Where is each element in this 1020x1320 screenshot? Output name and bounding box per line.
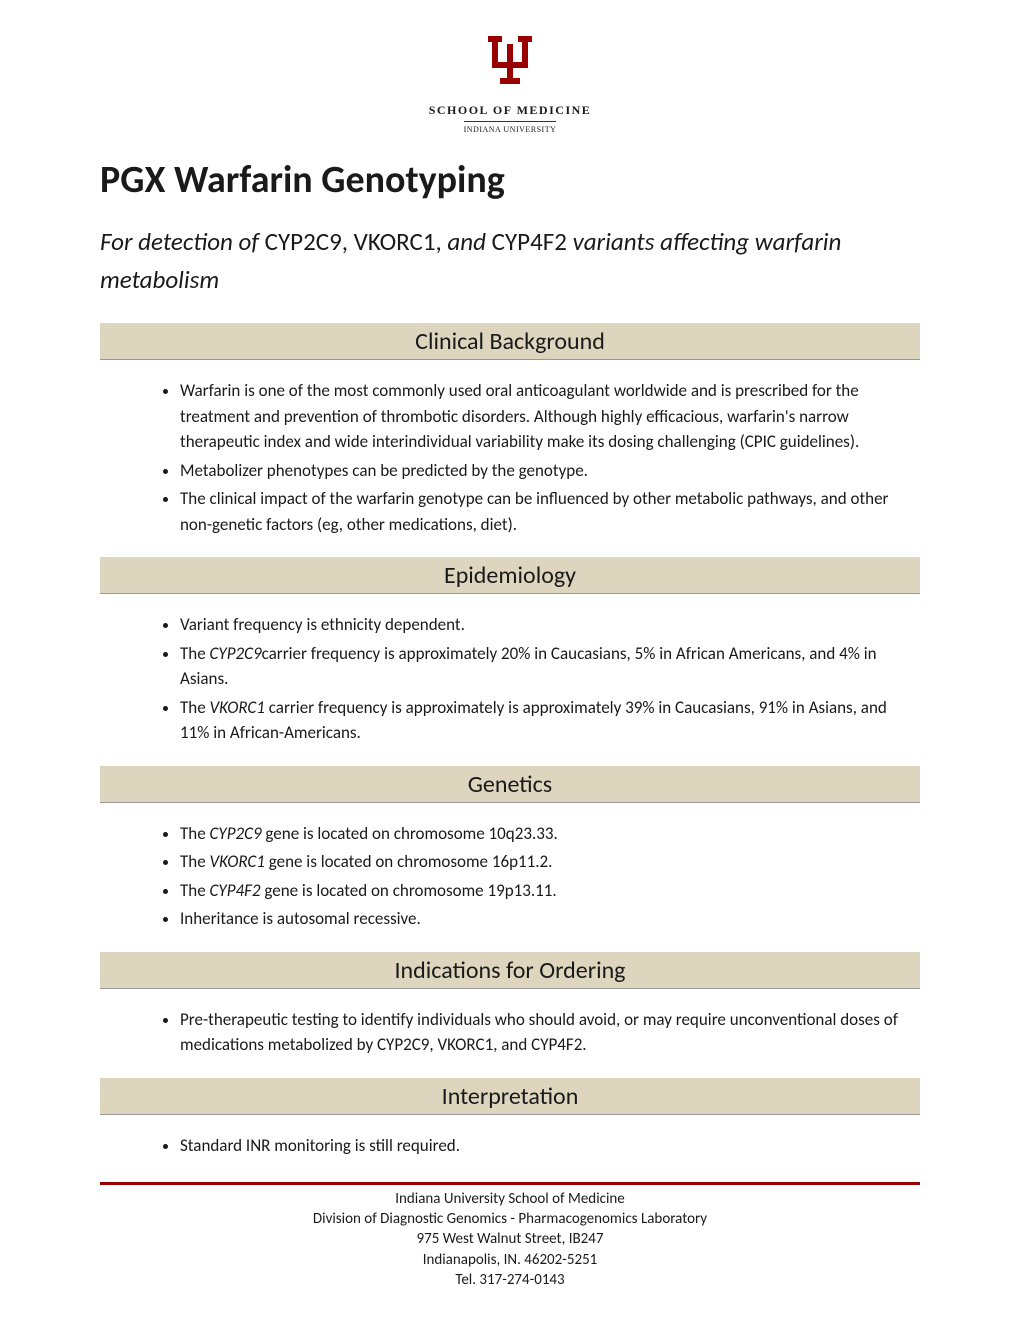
page-title: PGX Warfarin Genotyping [100, 157, 920, 203]
heading-clinical-background: Clinical Background [100, 323, 920, 360]
list-interpretation: Standard INR monitoring is still require… [100, 1133, 920, 1159]
gene-name: CYP2C9 [210, 643, 262, 664]
gene-name: VKORC1 [210, 697, 265, 718]
text: The [180, 643, 210, 664]
gene-name: CYP4F2 [210, 880, 261, 901]
list-item: Inheritance is autosomal recessive. [180, 906, 900, 932]
list-item: The CYP2C9carrier frequency is approxima… [180, 641, 900, 692]
text: gene is located on chromosome 16p11.2. [265, 851, 553, 872]
list-genetics: The CYP2C9 gene is located on chromosome… [100, 821, 920, 932]
logo-sub-text: INDIANA UNIVERSITY [464, 121, 557, 134]
footer: Indiana University School of Medicine Di… [100, 1182, 920, 1290]
list-item: Pre-therapeutic testing to identify indi… [180, 1007, 900, 1058]
list-item: The clinical impact of the warfarin geno… [180, 486, 900, 537]
text: The [180, 851, 210, 872]
subtitle: For detection of CYP2C9, VKORC1, and CYP… [100, 223, 920, 298]
list-item: Variant frequency is ethnicity dependent… [180, 612, 900, 638]
list-item: The CYP2C9 gene is located on chromosome… [180, 821, 900, 847]
subtitle-gene2: CYP4F2 [492, 226, 573, 257]
footer-line: Division of Diagnostic Genomics - Pharma… [100, 1209, 920, 1229]
list-epidemiology: Variant frequency is ethnicity dependent… [100, 612, 920, 746]
list-item: The VKORC1 gene is located on chromosome… [180, 849, 900, 875]
footer-line: Indianapolis, IN. 46202-5251 [100, 1250, 920, 1270]
text: The [180, 880, 210, 901]
heading-epidemiology: Epidemiology [100, 557, 920, 594]
iu-trident-icon [480, 30, 540, 90]
text: The [180, 697, 210, 718]
list-item: The CYP4F2 gene is located on chromosome… [180, 878, 900, 904]
footer-rule [100, 1182, 920, 1185]
gene-name: VKORC1 [210, 851, 265, 872]
heading-genetics: Genetics [100, 766, 920, 803]
list-item: The VKORC1 carrier frequency is approxim… [180, 695, 900, 746]
text: gene is located on chromosome 19p13.11. [261, 880, 557, 901]
heading-interpretation: Interpretation [100, 1078, 920, 1115]
footer-line: Indiana University School of Medicine [100, 1189, 920, 1209]
heading-indications: Indications for Ordering [100, 952, 920, 989]
subtitle-and: and [447, 226, 491, 257]
subtitle-prefix: For detection of [100, 226, 265, 257]
logo-school-text: SCHOOL OF MEDICINE [100, 103, 920, 118]
subtitle-genes: CYP2C9, VKORC1, [265, 226, 448, 257]
logo-area: SCHOOL OF MEDICINE INDIANA UNIVERSITY [100, 30, 920, 137]
footer-line: 975 West Walnut Street, IB247 [100, 1229, 920, 1249]
text: carrier frequency is approximately 20% i… [180, 643, 877, 690]
footer-line: Tel. 317-274-0143 [100, 1270, 920, 1290]
list-indications: Pre-therapeutic testing to identify indi… [100, 1007, 920, 1058]
list-item: Metabolizer phenotypes can be predicted … [180, 458, 900, 484]
text: The [180, 823, 210, 844]
text: carrier frequency is approximately is ap… [180, 697, 887, 744]
list-clinical-background: Warfarin is one of the most commonly use… [100, 378, 920, 537]
list-item: Warfarin is one of the most commonly use… [180, 378, 900, 455]
gene-name: CYP2C9 [210, 823, 262, 844]
list-item: Standard INR monitoring is still require… [180, 1133, 900, 1159]
text: gene is located on chromosome 10q23.33. [262, 823, 558, 844]
